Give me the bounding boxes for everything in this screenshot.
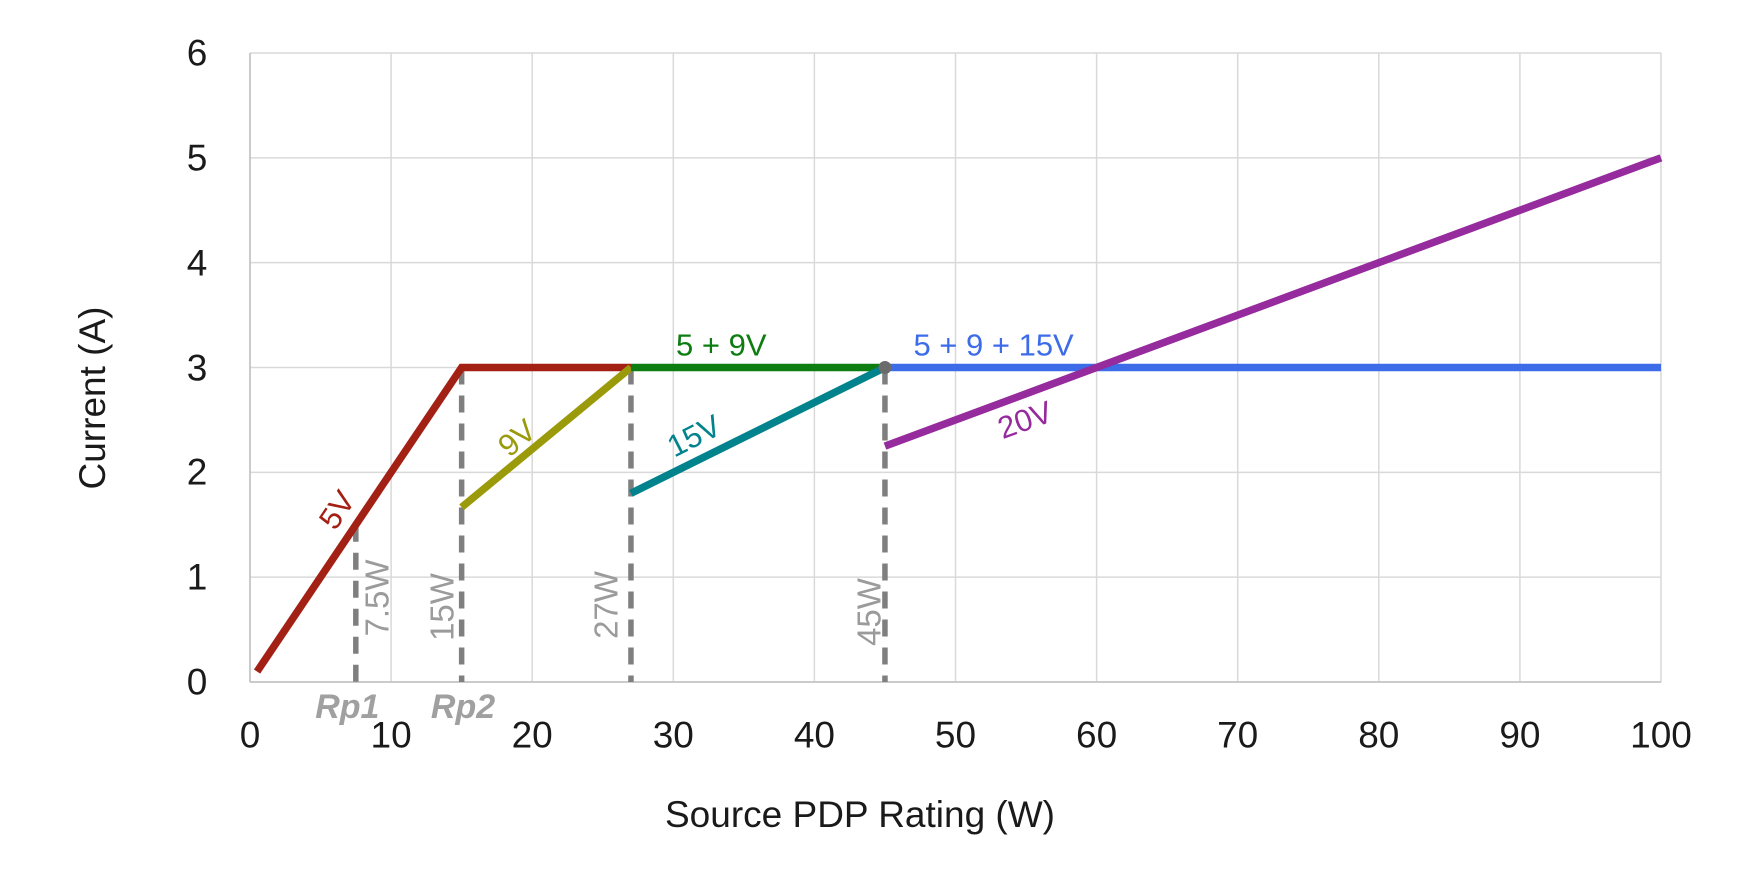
x-tick-label: 100 — [1630, 714, 1692, 756]
guide-label-7.5W: 7.5W — [358, 559, 396, 637]
x-tick-label: 60 — [1076, 714, 1118, 756]
y-tick-label: 1 — [186, 556, 208, 598]
x-axis-title: Source PDP Rating (W) — [665, 794, 1055, 835]
x-tick-label: 90 — [1499, 714, 1541, 756]
rp-label-Rp2: Rp2 — [430, 688, 496, 727]
x-tick-label: 0 — [239, 714, 261, 756]
y-tick-label: 4 — [186, 242, 208, 284]
series-line-20V — [883, 154, 1663, 450]
y-tick-label: 3 — [186, 347, 208, 388]
y-tick-label: 6 — [186, 32, 208, 74]
rp-label-Rp1: Rp1 — [315, 688, 380, 727]
series-line-9V — [459, 364, 634, 511]
x-tick-label: 10 — [370, 714, 412, 756]
series-line-15V — [629, 364, 887, 497]
x-tick-label: 30 — [652, 714, 694, 756]
guide-label-27W: 27W — [587, 571, 625, 640]
junction-marker — [878, 361, 892, 374]
y-axis-title: Current (A) — [72, 306, 113, 490]
guide-label-15W: 15W — [423, 572, 461, 641]
y-tick-label: 0 — [186, 661, 208, 703]
x-tick-label: 50 — [934, 714, 977, 756]
x-tick-label: 20 — [511, 714, 553, 756]
guide-label-45W: 45W — [850, 577, 888, 646]
series-label-5+9V: 5 + 9V — [676, 327, 767, 363]
x-tick-label: 40 — [793, 714, 835, 756]
x-tick-label: 80 — [1358, 714, 1400, 756]
series-label-5+9+15V: 5 + 9 + 15V — [913, 327, 1074, 363]
y-tick-label: 5 — [186, 137, 208, 179]
y-tick-label: 2 — [186, 451, 208, 493]
series-line-5V — [253, 363, 631, 674]
x-tick-label: 70 — [1217, 714, 1259, 756]
